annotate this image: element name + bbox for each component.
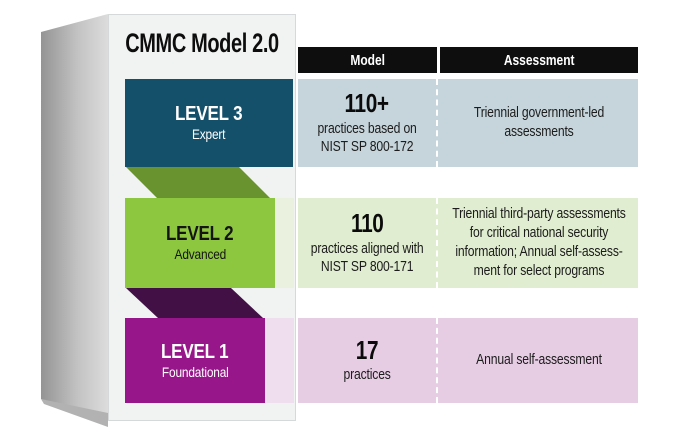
level1-practice-detail: practices <box>343 367 391 384</box>
level2-subtitle: Advanced <box>174 246 226 263</box>
model-column-header: Model <box>298 47 437 73</box>
level2-assessment-cell: Triennial third-party assessments for cr… <box>439 198 638 288</box>
level2-practice-count: 110 <box>350 208 384 239</box>
header-divider <box>437 47 440 73</box>
level2-model-cell: 110 practices aligned with NIST SP 800-1… <box>298 198 436 288</box>
level1-assessment-text: Annual self-assessment <box>475 352 602 369</box>
level2-label: LEVEL 2 <box>166 223 234 246</box>
level2-assessment-text: Triennial third-party assessments for cr… <box>451 206 626 279</box>
level3-model-cell: 110+ practices based on NIST SP 800-172 <box>298 79 436 167</box>
table-row-level3: 110+ practices based on NIST SP 800-172 … <box>298 79 638 167</box>
level1-subtitle: Foundational <box>161 363 229 380</box>
box-bottom-face <box>41 399 108 427</box>
level3-label: LEVEL 3 <box>175 103 243 126</box>
table-header: Model Assessment <box>298 47 638 73</box>
level2-practice-detail: practices aligned with NIST SP 800-171 <box>310 240 424 275</box>
column-divider-dashed <box>436 318 438 403</box>
level1-row-overlap <box>265 318 294 403</box>
level3-assessment-text: Triennial government-led assessments <box>473 105 604 140</box>
level3-assessment-cell: Triennial government-led assessments <box>439 79 638 167</box>
level3-subtitle: Expert <box>192 126 226 143</box>
level2-row-overlap <box>275 198 294 288</box>
box-left-face <box>41 14 108 421</box>
level3-practice-count: 110+ <box>344 88 390 119</box>
column-divider-dashed <box>436 198 438 288</box>
level1-practice-count: 17 <box>355 334 379 365</box>
level1-block: LEVEL 1 Foundational <box>125 318 265 403</box>
level2-block: LEVEL 2 Advanced <box>125 198 275 288</box>
panel-title: CMMC Model 2.0 <box>125 27 279 58</box>
table-row-level1: 17 practices Annual self-assessment <box>298 318 638 403</box>
assessment-column-header: Assessment <box>440 47 638 73</box>
level3-block: LEVEL 3 Expert <box>125 79 293 167</box>
table-row-level2: 110 practices aligned with NIST SP 800-1… <box>298 198 638 288</box>
level1-assessment-cell: Annual self-assessment <box>439 318 638 403</box>
level1-model-cell: 17 practices <box>298 318 436 403</box>
level3-practice-detail: practices based on NIST SP 800-172 <box>317 120 417 155</box>
model-column-label: Model <box>350 51 385 69</box>
column-divider-dashed <box>436 79 438 167</box>
assessment-column-label: Assessment <box>503 51 575 69</box>
level1-label: LEVEL 1 <box>161 340 229 363</box>
